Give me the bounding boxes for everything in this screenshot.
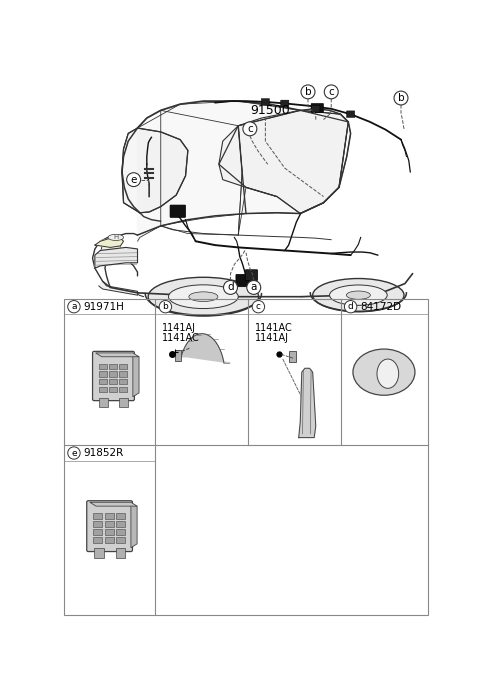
- Bar: [116, 537, 125, 543]
- Circle shape: [394, 91, 408, 105]
- FancyBboxPatch shape: [311, 104, 324, 113]
- Text: d: d: [227, 282, 234, 293]
- Bar: [64, 299, 428, 614]
- Bar: [120, 363, 127, 369]
- Bar: [116, 548, 125, 557]
- Circle shape: [324, 85, 338, 99]
- Text: 1141AC: 1141AC: [162, 333, 199, 343]
- Ellipse shape: [353, 349, 415, 395]
- Text: 91500: 91500: [250, 104, 289, 117]
- FancyBboxPatch shape: [236, 275, 250, 286]
- Bar: [105, 537, 114, 543]
- FancyBboxPatch shape: [170, 205, 186, 218]
- Text: 84172D: 84172D: [360, 302, 401, 311]
- Polygon shape: [137, 101, 350, 241]
- Text: 1141AC: 1141AC: [254, 323, 292, 334]
- Bar: [105, 529, 114, 535]
- Text: H: H: [113, 234, 119, 240]
- Text: e: e: [71, 448, 77, 457]
- Bar: [99, 398, 108, 407]
- Polygon shape: [131, 505, 137, 548]
- FancyBboxPatch shape: [87, 500, 132, 552]
- FancyBboxPatch shape: [261, 99, 269, 105]
- Text: e: e: [131, 174, 137, 185]
- Bar: [99, 387, 107, 392]
- Ellipse shape: [330, 285, 387, 305]
- Ellipse shape: [168, 285, 238, 309]
- Bar: [109, 371, 117, 377]
- Bar: [93, 513, 102, 519]
- Bar: [120, 387, 127, 392]
- Circle shape: [68, 300, 80, 313]
- Text: c: c: [247, 124, 253, 134]
- Ellipse shape: [313, 279, 404, 312]
- Text: 91971H: 91971H: [83, 302, 124, 311]
- Polygon shape: [299, 368, 316, 438]
- Ellipse shape: [189, 292, 218, 302]
- Bar: [120, 371, 127, 377]
- Text: 1141AJ: 1141AJ: [254, 333, 288, 343]
- Polygon shape: [90, 502, 137, 506]
- Bar: [119, 398, 128, 407]
- Polygon shape: [101, 236, 120, 264]
- FancyBboxPatch shape: [312, 106, 320, 112]
- Bar: [109, 363, 117, 369]
- Bar: [288, 352, 296, 362]
- Bar: [109, 387, 117, 392]
- Text: 91852R: 91852R: [83, 448, 123, 458]
- Circle shape: [68, 447, 80, 459]
- Bar: [94, 548, 104, 557]
- Bar: [93, 537, 102, 543]
- Bar: [116, 521, 125, 527]
- Polygon shape: [133, 355, 139, 397]
- Bar: [105, 513, 114, 519]
- Ellipse shape: [108, 234, 123, 240]
- Bar: [175, 350, 181, 361]
- Bar: [116, 513, 125, 519]
- Bar: [99, 371, 107, 377]
- Bar: [99, 379, 107, 384]
- Text: c: c: [328, 87, 334, 97]
- Bar: [105, 521, 114, 527]
- Text: b: b: [305, 87, 312, 97]
- Text: d: d: [348, 302, 353, 311]
- Text: a: a: [71, 302, 77, 311]
- Ellipse shape: [347, 291, 371, 300]
- Polygon shape: [99, 281, 137, 295]
- Circle shape: [159, 300, 172, 313]
- Circle shape: [224, 281, 238, 295]
- Bar: [93, 521, 102, 527]
- Polygon shape: [96, 353, 139, 357]
- Ellipse shape: [377, 359, 399, 389]
- FancyBboxPatch shape: [93, 352, 134, 400]
- Polygon shape: [95, 247, 137, 268]
- Polygon shape: [122, 128, 188, 213]
- Bar: [120, 379, 127, 384]
- Circle shape: [301, 85, 315, 99]
- Text: b: b: [163, 302, 168, 311]
- Text: c: c: [256, 302, 261, 311]
- Circle shape: [345, 300, 357, 313]
- FancyBboxPatch shape: [245, 270, 258, 281]
- Text: a: a: [251, 282, 257, 293]
- Text: 1141AJ: 1141AJ: [162, 323, 195, 334]
- Ellipse shape: [148, 277, 259, 316]
- Circle shape: [243, 122, 257, 136]
- Bar: [109, 379, 117, 384]
- FancyBboxPatch shape: [347, 111, 355, 117]
- Polygon shape: [181, 334, 230, 363]
- Polygon shape: [95, 238, 123, 247]
- Bar: [116, 529, 125, 535]
- Circle shape: [127, 173, 141, 186]
- Bar: [99, 363, 107, 369]
- Polygon shape: [219, 111, 348, 213]
- Text: b: b: [398, 93, 404, 103]
- Circle shape: [247, 281, 261, 295]
- Circle shape: [252, 300, 264, 313]
- Bar: [93, 529, 102, 535]
- FancyBboxPatch shape: [281, 100, 289, 107]
